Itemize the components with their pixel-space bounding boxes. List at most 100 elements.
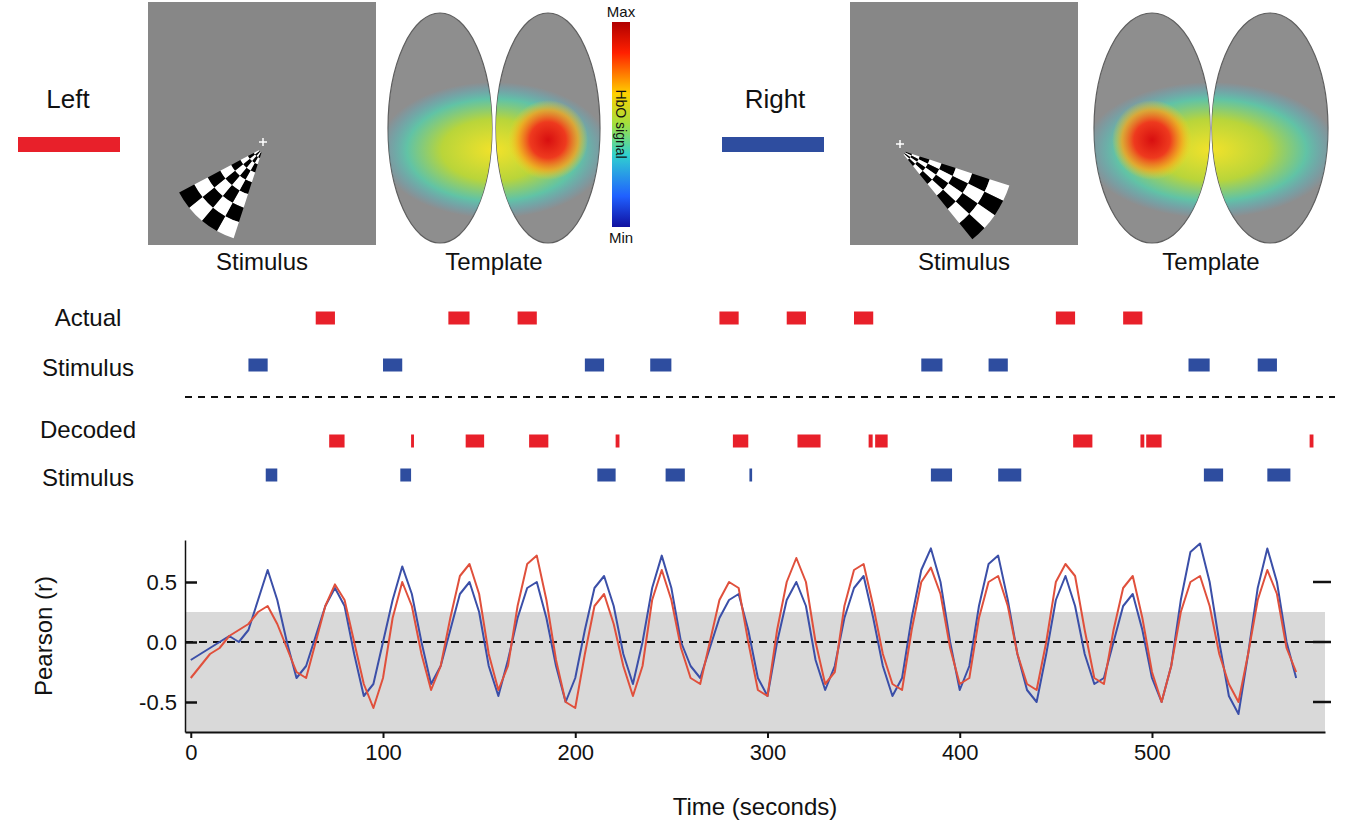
tick-label: 0.5: [146, 570, 177, 595]
event-bar: [400, 469, 411, 482]
brain-template: [1084, 13, 1338, 243]
event-bar: [749, 469, 752, 482]
event-bar: [316, 312, 335, 325]
event-bar: [875, 435, 887, 448]
stimulus-screen: [850, 2, 1078, 245]
activation-peak: [508, 100, 588, 180]
tick-mark: [1313, 581, 1331, 584]
tick-label: 100: [365, 740, 402, 765]
event-bar: [529, 435, 548, 448]
checker-cell: [908, 159, 915, 167]
tick: 200: [557, 732, 594, 765]
event-bar: [869, 435, 873, 448]
tick-mark: [1151, 732, 1153, 738]
event-bar: [383, 359, 402, 372]
fixation-cross: [262, 138, 264, 146]
series-line: [191, 556, 1296, 708]
tick-mark: [383, 732, 385, 738]
colorbar: Max Min HbO signal: [607, 3, 636, 246]
zero-line: [185, 641, 1325, 643]
tick-label: -0.5: [139, 690, 177, 715]
event-bar: [518, 312, 537, 325]
tick-label: 0.0: [146, 630, 177, 655]
event-bar: [931, 469, 952, 482]
tick-label: 300: [750, 740, 787, 765]
axis-line: [186, 732, 1326, 734]
event-bar: [329, 435, 344, 448]
template-caption: Template: [1162, 248, 1259, 275]
row-label: Stimulus: [42, 464, 134, 491]
event-bar: [1056, 312, 1075, 325]
event-bar: [411, 435, 414, 448]
tick: 0: [185, 732, 197, 765]
tick: 300: [750, 732, 787, 765]
tick-mark: [190, 732, 192, 738]
event-bar: [733, 435, 748, 448]
event-bar: [719, 312, 738, 325]
event-bar: [616, 435, 620, 448]
event-bar: [1258, 359, 1277, 372]
template-caption: Template: [445, 248, 542, 275]
event-bar: [585, 359, 604, 372]
event-bar: [797, 435, 820, 448]
checker-cell: [959, 214, 984, 239]
activation-wash: [1084, 82, 1338, 218]
tick-mark: [959, 732, 961, 738]
condition-name: Right: [745, 84, 806, 114]
tick-mark: [767, 732, 769, 738]
activation-peak: [1112, 100, 1192, 180]
tick-label: 400: [942, 740, 979, 765]
brain-template: [378, 13, 610, 243]
activation-wash: [378, 82, 610, 218]
colorbar-title: HbO signal: [613, 89, 629, 158]
event-bar: [448, 312, 469, 325]
tick: 0.5: [146, 570, 197, 595]
event-bar: [1073, 435, 1092, 448]
stimulus-caption: Stimulus: [918, 248, 1010, 275]
event-bar: [248, 359, 267, 372]
condition-name: Left: [46, 84, 90, 114]
event-raster: ActualStimulusDecodedStimulus: [40, 304, 1335, 491]
event-bar: [998, 469, 1021, 482]
checkerboard-wedge: [896, 140, 1009, 239]
tick-mark: [185, 641, 197, 644]
activation-map: [378, 82, 610, 218]
colorbar-min: Min: [609, 229, 633, 246]
tick-mark: [1313, 641, 1331, 644]
y-axis-title: Pearson (r): [30, 576, 57, 696]
figure: Left Stimulus Template Max Min HbO signal Righ…: [0, 0, 1349, 832]
checker-cell: [254, 150, 260, 154]
tick-mark: [575, 732, 577, 738]
event-bar: [597, 469, 615, 482]
tick: 0.0: [146, 630, 197, 655]
event-bar: [854, 312, 873, 325]
event-bar: [787, 312, 806, 325]
x-axis: 0 100 200 300 400 500: [185, 732, 1325, 765]
tick-label: 0: [185, 740, 197, 765]
y-axis: -0.5 0.0 0.5: [139, 541, 197, 733]
condition-color-key: [722, 137, 824, 152]
tick: 100: [365, 732, 402, 765]
event-bar: [666, 469, 685, 482]
tick-mark: [185, 581, 197, 584]
condition-color-key: [18, 137, 120, 152]
event-bar: [1310, 435, 1314, 448]
event-bar: [989, 359, 1008, 372]
colorbar-max: Max: [607, 3, 636, 20]
event-bar: [266, 469, 278, 482]
checker-cell: [179, 185, 202, 208]
checkerboard-wedge: [179, 138, 267, 238]
x-axis-title: Time (seconds): [673, 793, 837, 820]
tick: -0.5: [139, 690, 197, 715]
fixation-cross: [899, 140, 901, 148]
separator: [185, 396, 1335, 398]
tick: 500: [1134, 732, 1171, 765]
event-bar: [1123, 312, 1142, 325]
checker-cell: [904, 154, 910, 160]
tick: 400: [942, 732, 979, 765]
row-label: Decoded: [40, 416, 136, 443]
colorbar-ramp: [612, 22, 630, 227]
event-bar: [466, 435, 484, 448]
tick-label: 500: [1134, 740, 1171, 765]
tick-mark: [1313, 701, 1331, 704]
